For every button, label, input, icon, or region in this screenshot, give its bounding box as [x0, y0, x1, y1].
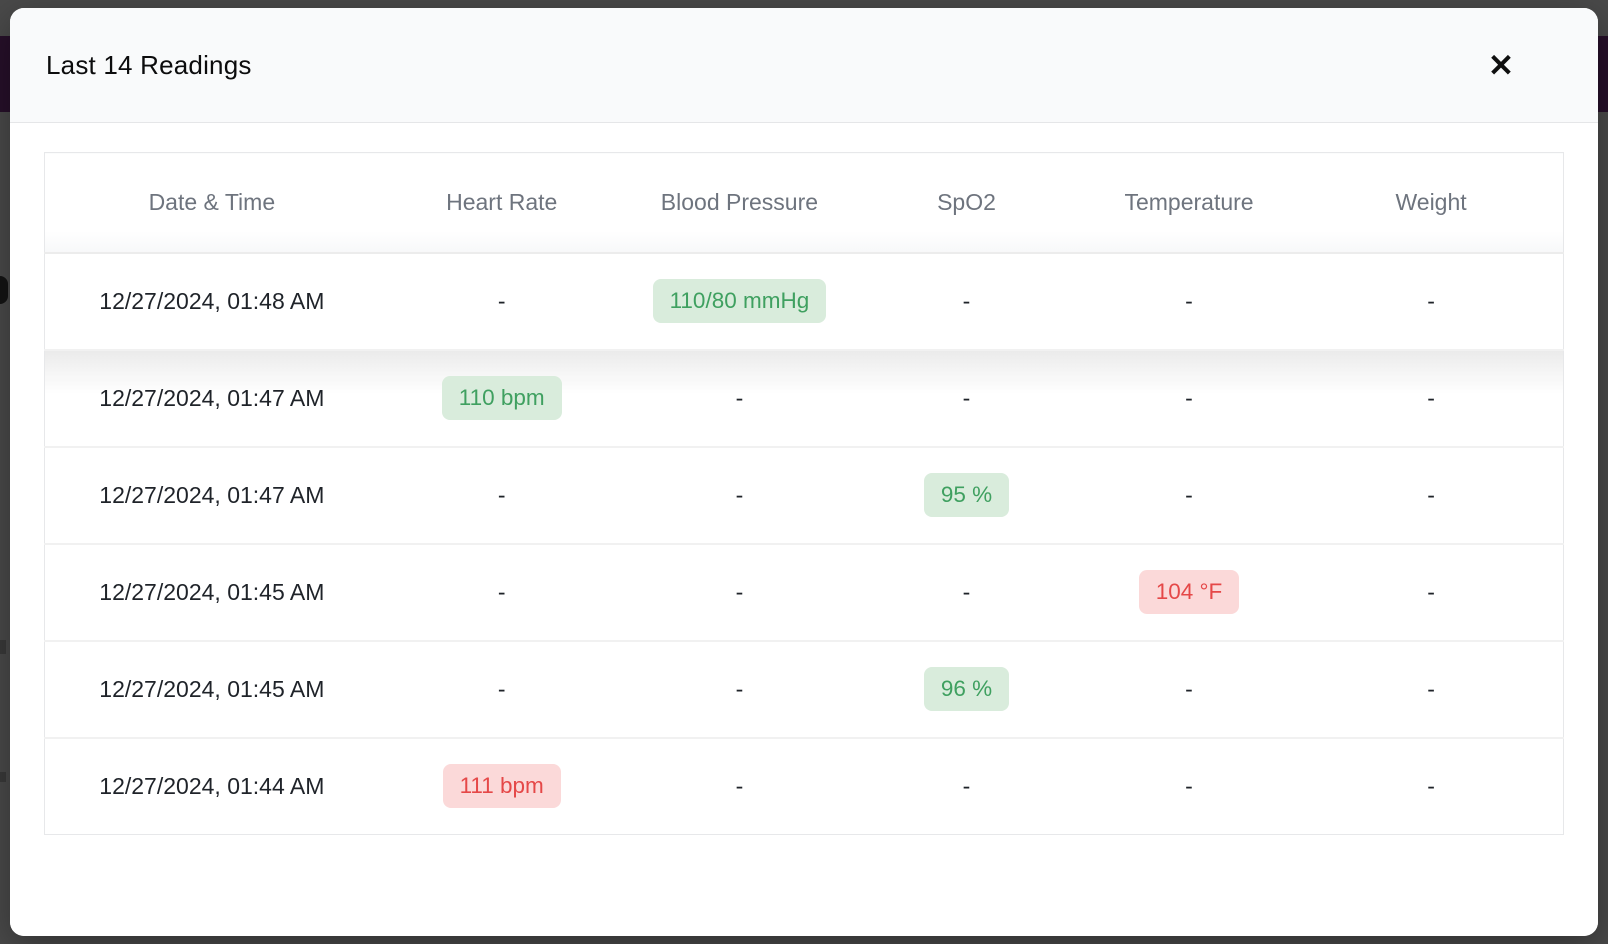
- table-cell: 110/80 mmHg: [625, 253, 854, 350]
- table-cell: -: [378, 542, 625, 641]
- table-cell: -: [1299, 348, 1564, 447]
- table-cell: -: [1078, 348, 1300, 447]
- column-header: Temperature: [1078, 152, 1300, 254]
- table-cell: 12/27/2024, 01:44 AM: [44, 736, 379, 835]
- reading-badge: 110/80 mmHg: [652, 278, 827, 324]
- table-cell: -: [962, 287, 971, 314]
- table-cell: -: [624, 736, 855, 835]
- reading-badge: 95 %: [923, 472, 1010, 518]
- dimmed-page-artifact: [0, 772, 6, 782]
- modal-title: Last 14 Readings: [46, 49, 252, 80]
- table-cell: 104 °F: [1078, 542, 1300, 641]
- table-cell: -: [1427, 287, 1435, 314]
- table-cell: 96 %: [854, 639, 1079, 738]
- column-header: Weight: [1299, 152, 1564, 254]
- reading-badge: 104 °F: [1138, 569, 1240, 615]
- table-cell: 95 %: [854, 445, 1079, 544]
- table-body: 12/27/2024, 01:48 AM -110/80 mmHg - - -12/27…: [44, 253, 1564, 835]
- table-cell: -: [1185, 287, 1193, 314]
- table-cell: -: [378, 639, 625, 738]
- modal-header: Last 14 Readings ✕: [10, 8, 1598, 123]
- dimmed-page-artifact: [0, 276, 8, 304]
- reading-badge: 111 bpm: [442, 764, 561, 809]
- table-cell: 111 bpm: [378, 736, 625, 835]
- reading-badge: 96 %: [923, 666, 1010, 712]
- table-cell: 12/27/2024, 01:47 AM: [44, 445, 379, 544]
- table-row: 12/27/2024, 01:48 AM - 110/80 mmHg - - -: [45, 253, 1564, 350]
- table-row: 12/27/2024, 01:44 AM 111 bpm - - - -: [44, 736, 1564, 835]
- table-cell: -: [624, 348, 855, 447]
- table-cell: -: [1078, 736, 1300, 835]
- table-cell: -: [624, 639, 855, 738]
- table-cell: -: [854, 348, 1079, 447]
- table-cell: 12/27/2024, 01:48 AM: [99, 287, 325, 314]
- column-header: Date & Time: [44, 152, 379, 254]
- table-cell: 110 bpm: [378, 348, 625, 447]
- table-cell: 12/27/2024, 01:47 AM: [44, 348, 379, 447]
- table-row: 12/27/2024, 01:45 AM - -96 % - -: [44, 639, 1564, 738]
- modal-body: Date & Time Heart Rate Blood Pressure SpO2 T…: [10, 123, 1598, 936]
- table-row: 12/27/2024, 01:45 AM - - -104 °F -: [44, 542, 1564, 641]
- table-cell: 12/27/2024, 01:45 AM: [44, 639, 379, 738]
- column-header: Blood Pressure: [624, 152, 855, 254]
- dimmed-page-artifact: [0, 640, 6, 654]
- table-cell: 12/27/2024, 01:45 AM: [44, 542, 379, 641]
- column-header: SpO2: [854, 152, 1079, 254]
- table-row: 12/27/2024, 01:47 AM - -95 % - -: [44, 445, 1564, 544]
- table-cell: -: [1078, 445, 1300, 544]
- table-header-row: Date & Time Heart Rate Blood Pressure SpO2 T…: [44, 152, 1564, 254]
- table-cell: -: [1299, 542, 1564, 641]
- table-cell: -: [854, 542, 1079, 641]
- readings-modal: Last 14 Readings ✕ Date & Time Heart Rate…: [10, 8, 1598, 936]
- reading-badge: 110 bpm: [441, 375, 562, 421]
- table-cell: -: [1078, 639, 1300, 738]
- table-cell: -: [1299, 639, 1564, 738]
- table-cell: -: [624, 542, 855, 641]
- table-cell: -: [854, 736, 1079, 835]
- table-cell: -: [624, 445, 855, 544]
- table-cell: -: [378, 445, 625, 544]
- table-cell: -: [1299, 736, 1564, 835]
- readings-table: Date & Time Heart Rate Blood Pressure SpO2 T…: [44, 152, 1564, 835]
- column-header: Heart Rate: [378, 152, 625, 254]
- table-cell: -: [497, 287, 506, 314]
- close-icon[interactable]: ✕: [1484, 46, 1518, 85]
- table-cell: -: [1299, 445, 1564, 544]
- table-row: 12/27/2024, 01:47 AM 110 bpm - - - -: [44, 348, 1564, 447]
